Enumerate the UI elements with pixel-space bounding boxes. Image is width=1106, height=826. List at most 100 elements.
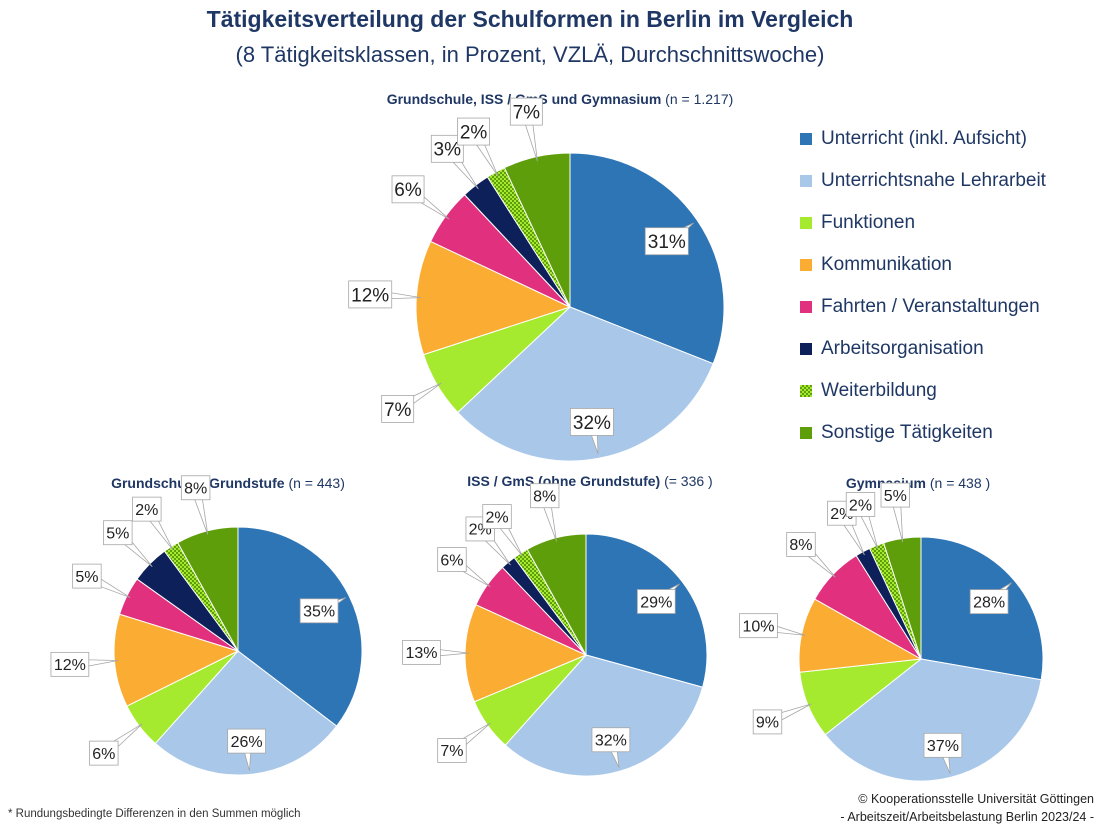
data-label-box [880, 482, 910, 508]
legend-label: Sonstige Tätigkeiten [821, 422, 993, 443]
data-label-text: 2% [460, 122, 488, 143]
legend-label: Weiterbildung [821, 380, 937, 401]
data-label: 5% [103, 520, 153, 567]
data-label: 37% [923, 732, 963, 774]
data-label: 6% [89, 723, 143, 766]
legend-swatch [800, 427, 812, 439]
copyright-line-1: © Kooperationsstelle Universität Götting… [858, 792, 1094, 806]
legend-label: Unterrichtsnahe Lehrarbeit [821, 170, 1046, 191]
data-label: 12% [348, 280, 421, 309]
legend-label: Kommunikation [821, 254, 952, 275]
data-label-text: 6% [394, 180, 422, 201]
data-label-box [391, 175, 425, 204]
data-label-box [299, 598, 339, 624]
data-label-text: 7% [440, 743, 463, 760]
legend: Unterricht (inkl. Aufsicht) Unterrichtsna… [800, 118, 1046, 454]
footnote: * Rundungsbedingte Differenzen in den Su… [8, 808, 301, 820]
copyright: © Kooperationsstelle Universität Götting… [840, 790, 1094, 826]
data-label: 2% [132, 496, 174, 551]
data-label: 5% [72, 563, 131, 598]
data-label-text: 12% [54, 657, 86, 674]
legend-swatch [800, 133, 812, 145]
chart-title-main: ISS / GmS (ohne Grundstufe) [467, 473, 660, 489]
legend-label: Funktionen [821, 212, 916, 233]
data-label-box [50, 651, 90, 677]
data-label: 31% [644, 222, 694, 256]
data-label: 28% [969, 582, 1012, 615]
legend-swatch [800, 175, 812, 187]
pie-chart-gesamt: Grundschule, ISS / GmS und Gymnasium (n … [348, 91, 734, 462]
data-label-text: 7% [513, 102, 541, 123]
data-label: 6% [437, 547, 491, 588]
data-label-text: 35% [303, 604, 335, 621]
data-label-text: 7% [384, 400, 412, 421]
data-label-box [969, 589, 1009, 615]
data-label-text: 6% [92, 746, 115, 763]
legend-item: Sonstige Tätigkeiten [800, 412, 1046, 454]
data-label-box [180, 475, 211, 501]
data-label-text: 5% [884, 488, 907, 505]
chart-title-n: (n = 438 ) [926, 475, 990, 491]
data-label-box [381, 395, 415, 423]
data-label-text: 37% [927, 738, 959, 755]
data-label: 10% [739, 613, 806, 639]
legend-swatch [800, 217, 812, 229]
data-label-box [509, 97, 543, 126]
legend-item: Funktionen [800, 202, 1046, 244]
data-label-box [739, 613, 778, 639]
page-title: Tätigkeitsverteilung der Schulformen in … [206, 6, 854, 32]
data-label: 32% [591, 727, 631, 768]
data-label: 8% [180, 475, 211, 535]
data-label-box [845, 492, 876, 517]
data-label-text: 8% [533, 488, 556, 505]
data-label-box [402, 639, 441, 665]
data-label-text: 31% [648, 232, 686, 253]
data-label-text: 8% [789, 537, 812, 554]
data-label-box [923, 732, 963, 758]
data-label: 26% [227, 728, 266, 771]
chart-title: Grundschule, ISS / GmS und Gymnasium (n … [387, 91, 734, 107]
legend-swatch [800, 343, 812, 355]
data-label-box [591, 727, 631, 753]
data-label: 2% [845, 492, 879, 549]
data-label: 35% [299, 597, 347, 624]
chart-title-n: (n = 1.217) [661, 91, 733, 107]
chart-title-n: (n = 443) [285, 475, 345, 491]
data-label-box [103, 520, 133, 546]
pie-chart-grundschule: Grundschule / Grundstufe (n = 443) 35% 26%… [50, 475, 363, 776]
data-label-box [437, 738, 467, 763]
pie-chart-gymnasium: Gymnasium (n = 438 )28%37%9%10%8%2%2%5% [739, 475, 1044, 782]
data-label-box [482, 504, 512, 529]
data-label: 7% [509, 97, 543, 162]
chart-title: Grundschule / Grundstufe (n = 443) [111, 475, 345, 491]
data-label-box [457, 117, 490, 146]
copyright-line-2: - Arbeitszeit/Arbeitsbelastung Berlin 20… [840, 810, 1094, 824]
legend-label: Arbeitsorganisation [821, 338, 984, 359]
legend-label: Unterricht (inkl. Aufsicht) [821, 128, 1027, 149]
data-label-text: 32% [595, 733, 627, 750]
data-label-box [89, 740, 119, 766]
data-label-box [437, 547, 467, 572]
data-label-text: 3% [434, 140, 462, 161]
data-label: 32% [570, 408, 614, 454]
data-label-box [636, 589, 676, 614]
data-label: 5% [880, 482, 910, 543]
legend-item: Kommunikation [800, 244, 1046, 286]
legend-item: Fahrten / Veranstaltungen [800, 286, 1046, 328]
data-label: 8% [529, 483, 560, 542]
data-label-box [529, 483, 560, 509]
data-label-box [570, 408, 614, 436]
pie-chart-iss-gms: ISS / GmS (ohne Grundstufe) (= 336 ) 29% 3… [402, 473, 713, 777]
page-subtitle: (8 Tätigkeitsklassen, in Prozent, VZLÄ, … [235, 42, 825, 67]
legend-item: Unterrichtsnahe Lehrarbeit [800, 160, 1046, 202]
data-label-text: 9% [756, 715, 779, 732]
pie-slice [824, 658, 1042, 782]
pie-slice [504, 654, 704, 777]
data-label: 29% [636, 583, 680, 614]
data-label: 7% [437, 722, 491, 763]
pie-slice [154, 650, 338, 776]
data-label-text: 6% [440, 552, 463, 569]
data-label-box [752, 709, 783, 735]
data-label-text: 10% [742, 618, 774, 635]
